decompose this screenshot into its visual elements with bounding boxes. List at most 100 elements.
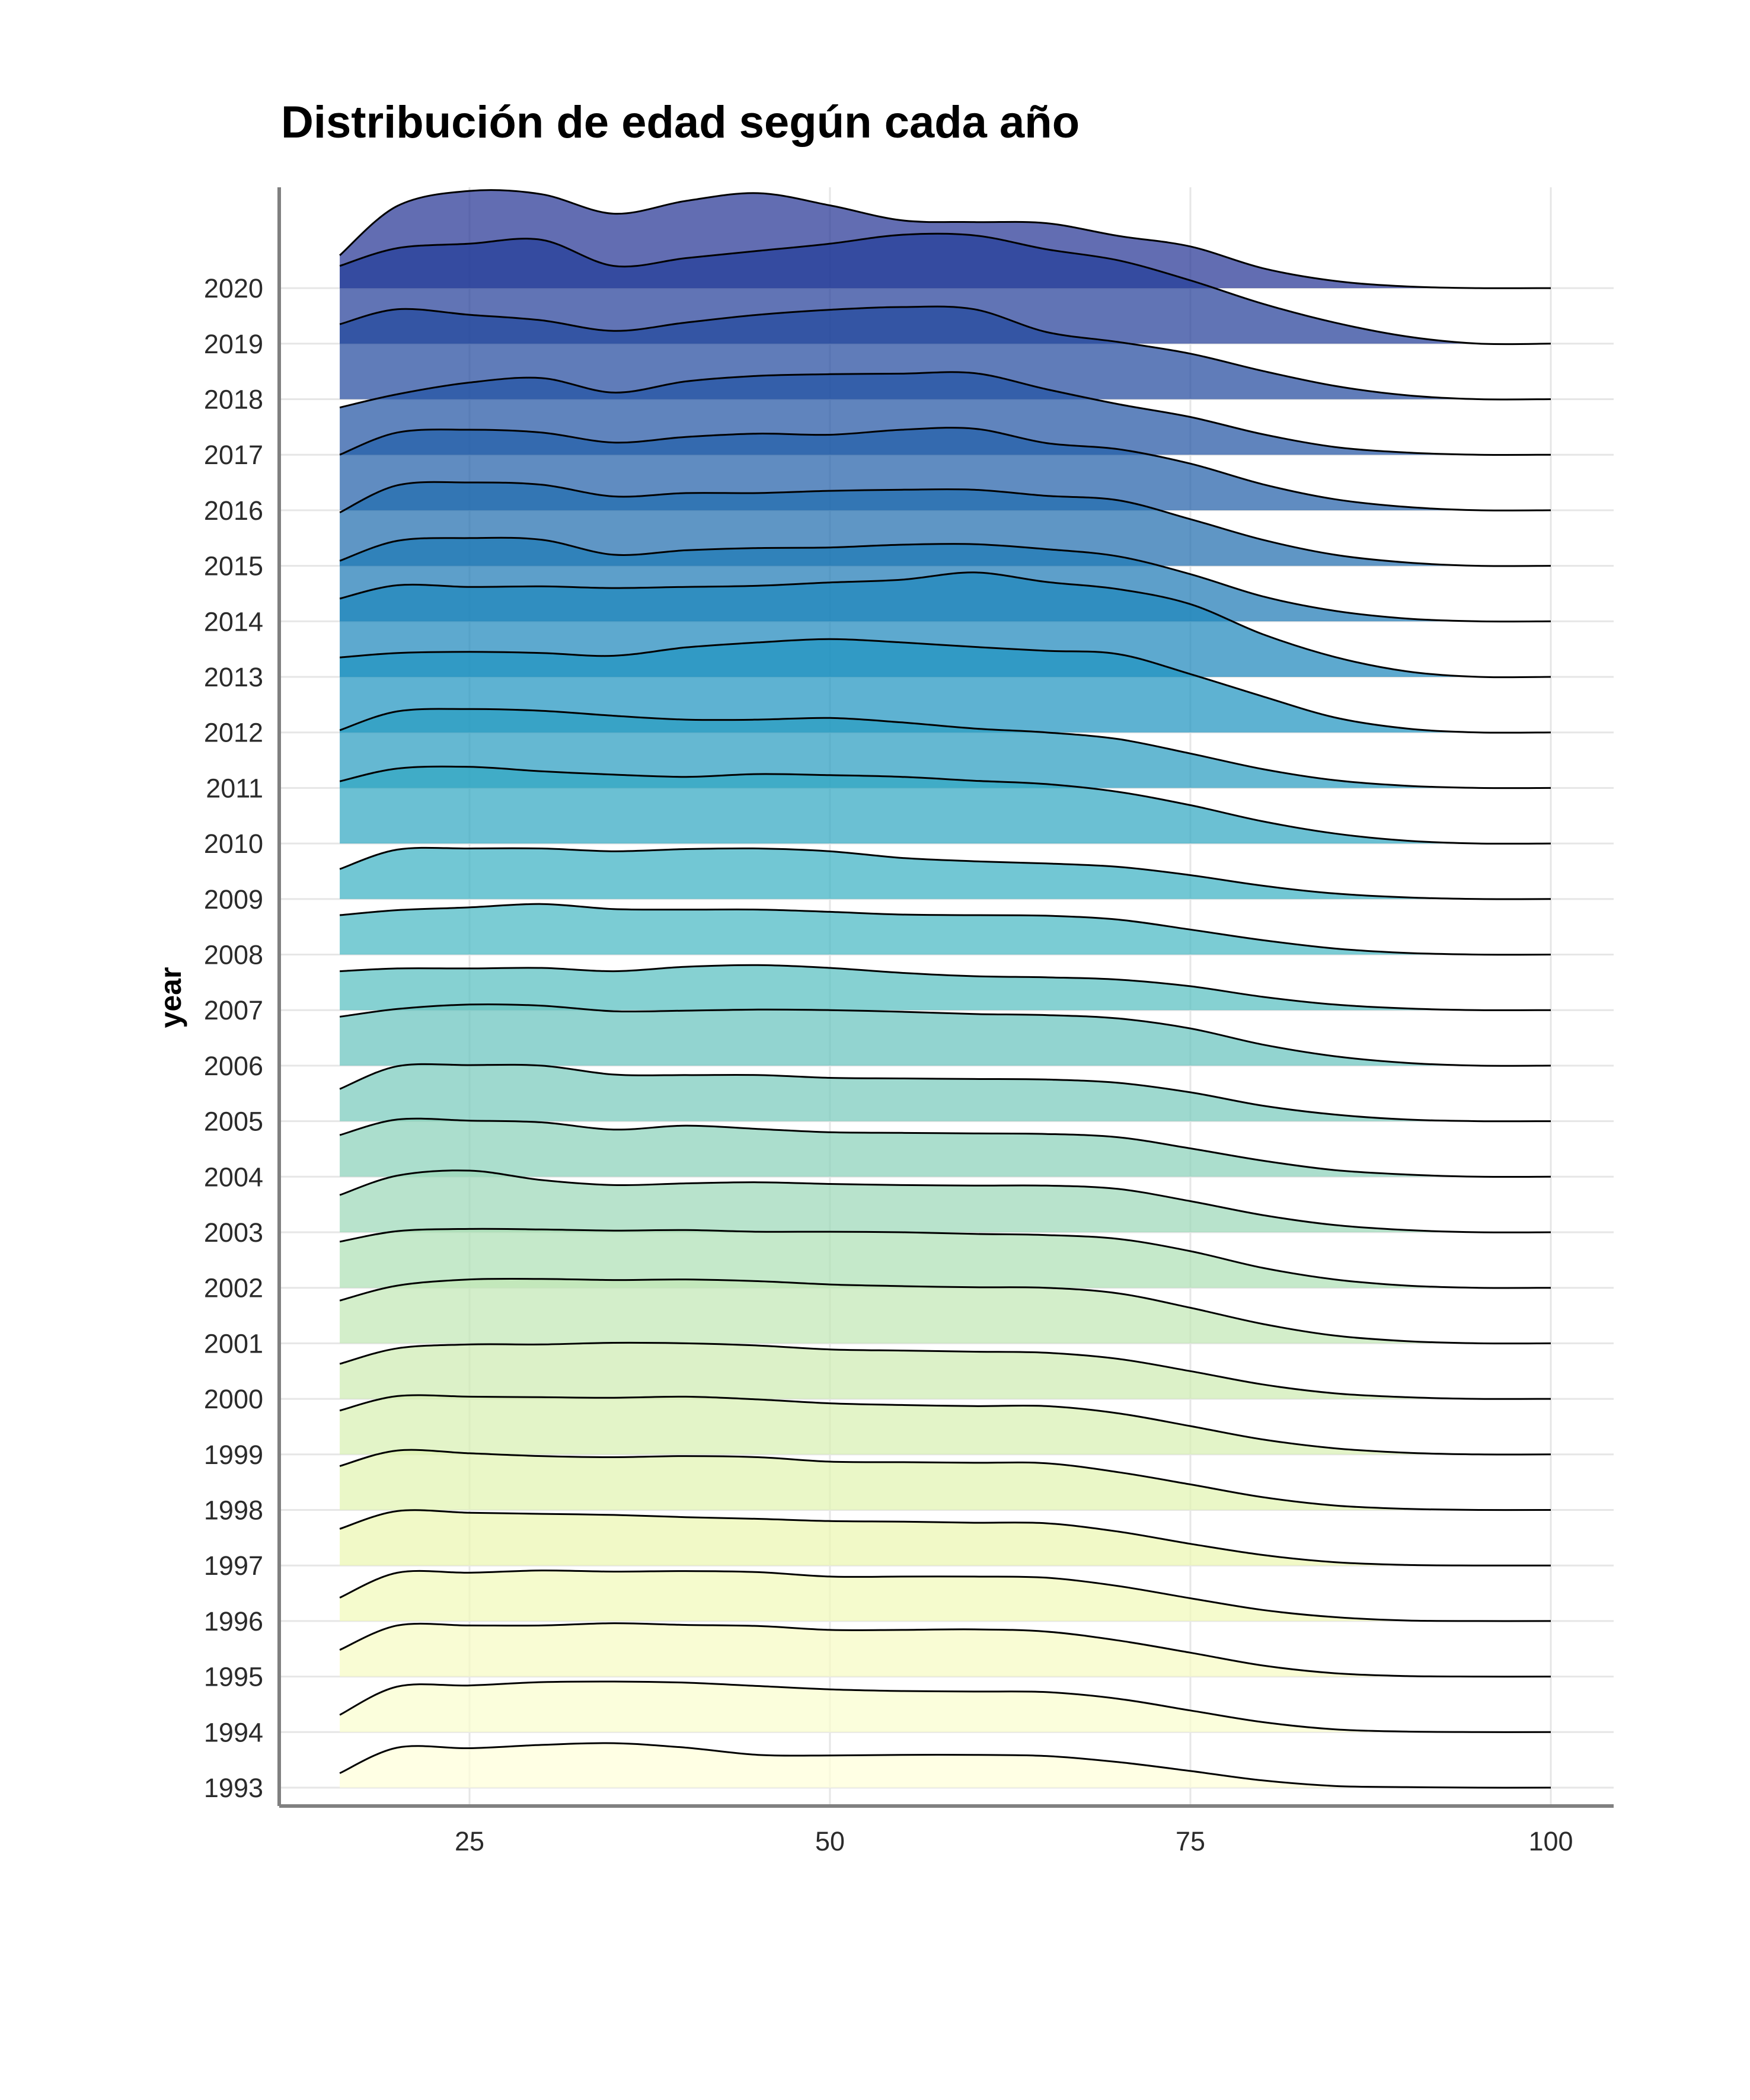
ridge-area	[340, 1681, 1551, 1733]
ridge-2003	[339, 1169, 1551, 1233]
x-tick-label: 50	[815, 1826, 845, 1856]
y-tick-label: 2018	[204, 385, 263, 415]
ridge-2018	[339, 305, 1551, 401]
y-tick-label: 1993	[204, 1773, 263, 1803]
ridge-2013	[339, 571, 1551, 679]
x-tick-label: 100	[1528, 1826, 1573, 1856]
y-tick-label: 2019	[204, 329, 263, 359]
y-tick-label: 2009	[204, 884, 263, 915]
ridge-area	[340, 1064, 1551, 1121]
y-tick-label: 2014	[204, 606, 263, 637]
ridge-line	[339, 189, 1551, 289]
ridge-line	[339, 1622, 1551, 1678]
ridge-line	[339, 1680, 1551, 1733]
ridge-1996	[339, 1570, 1551, 1622]
ridge-area	[340, 1170, 1551, 1233]
y-tick-label: 2003	[204, 1217, 263, 1248]
y-tick-labels: 1993 1994 1995 1996 1997 1998 1999 2000 2001 2002…	[204, 273, 263, 1803]
y-tick-label: 2002	[204, 1273, 263, 1303]
ridge-1999	[339, 1394, 1551, 1456]
ridge-line	[339, 638, 1551, 734]
y-tick-label: 2000	[204, 1384, 263, 1414]
ridge-area	[340, 1229, 1551, 1288]
ridge-line	[339, 1117, 1551, 1178]
y-axis-title: year	[154, 967, 187, 1028]
y-tick-label: 2008	[204, 940, 263, 970]
ridge-2004	[339, 1117, 1551, 1178]
y-tick-label: 2010	[204, 829, 263, 859]
x-tick-label: 75	[1176, 1826, 1205, 1856]
ridge-1998	[339, 1449, 1551, 1511]
y-tick-label: 2005	[204, 1107, 263, 1137]
ridge-area	[340, 848, 1551, 900]
y-tick-label: 2012	[204, 718, 263, 748]
y-tick-label: 2001	[204, 1328, 263, 1359]
y-tick-label: 2013	[204, 662, 263, 692]
ridge-area	[340, 1118, 1551, 1177]
ridge-line	[339, 903, 1551, 956]
axes	[277, 187, 1614, 1808]
x-tick-label: 25	[455, 1826, 484, 1856]
y-tick-label: 1997	[204, 1551, 263, 1581]
ridge-area	[340, 427, 1551, 511]
ridge-area	[340, 1570, 1551, 1621]
y-tick-label: 1995	[204, 1662, 263, 1692]
ridge-2016	[339, 427, 1551, 512]
ridge-area	[340, 1395, 1551, 1455]
y-tick-label: 2017	[204, 440, 263, 470]
ridge-2009	[339, 846, 1551, 900]
ridge-area	[340, 709, 1551, 788]
y-tick-label: 1998	[204, 1495, 263, 1526]
ridge-area	[340, 1343, 1551, 1399]
ridge-line	[339, 1742, 1551, 1789]
ridge-area	[340, 1450, 1551, 1510]
ridge-line	[339, 1003, 1551, 1067]
ridge-2006	[339, 1003, 1551, 1067]
ridges	[339, 189, 1551, 1789]
y-tick-label: 1994	[204, 1717, 263, 1747]
ridge-line	[340, 964, 1551, 1011]
ridge-area	[340, 482, 1551, 566]
y-tick-label: 1999	[204, 1440, 263, 1470]
ridge-1993	[339, 1742, 1551, 1789]
ridge-2019	[339, 232, 1551, 346]
ridge-line	[339, 536, 1551, 623]
ridge-line	[339, 1449, 1551, 1511]
ridge-area	[340, 1623, 1551, 1677]
y-tick-label: 2015	[204, 551, 263, 581]
ridge-line	[339, 232, 1551, 346]
ridge-2012	[339, 638, 1551, 734]
ridge-line	[339, 708, 1551, 790]
ridge-line	[339, 1341, 1551, 1400]
ridge-area	[340, 965, 1551, 1011]
ridge-line	[339, 1169, 1551, 1233]
ridge-line	[339, 846, 1551, 900]
ridge-2010	[339, 765, 1551, 845]
ridge-line	[339, 1509, 1551, 1567]
ridge-area	[340, 572, 1551, 677]
ridge-area	[340, 1743, 1551, 1788]
y-tick-label: 1996	[204, 1606, 263, 1636]
ridge-area	[340, 639, 1551, 733]
y-tick-label: 2020	[204, 273, 263, 303]
ridge-line	[339, 1228, 1551, 1289]
ridge-2008	[339, 903, 1551, 956]
ridge-line	[339, 1570, 1551, 1622]
ridge-area	[340, 1004, 1551, 1066]
ridge-1994	[339, 1680, 1551, 1733]
ridge-line	[339, 1394, 1551, 1456]
ridge-line	[339, 1277, 1551, 1345]
ridge-area	[340, 1510, 1551, 1566]
ridge-line	[339, 481, 1551, 567]
ridge-line	[339, 1063, 1551, 1123]
ridge-2000	[339, 1341, 1551, 1400]
ridge-2011	[339, 708, 1551, 790]
ridge-area	[340, 234, 1551, 344]
ridge-area	[340, 904, 1551, 955]
ridge-2015	[339, 481, 1551, 567]
y-tick-label: 2007	[204, 995, 263, 1025]
ridge-2002	[339, 1228, 1551, 1289]
ridge-area	[340, 766, 1551, 844]
ridge-1997	[339, 1509, 1551, 1567]
